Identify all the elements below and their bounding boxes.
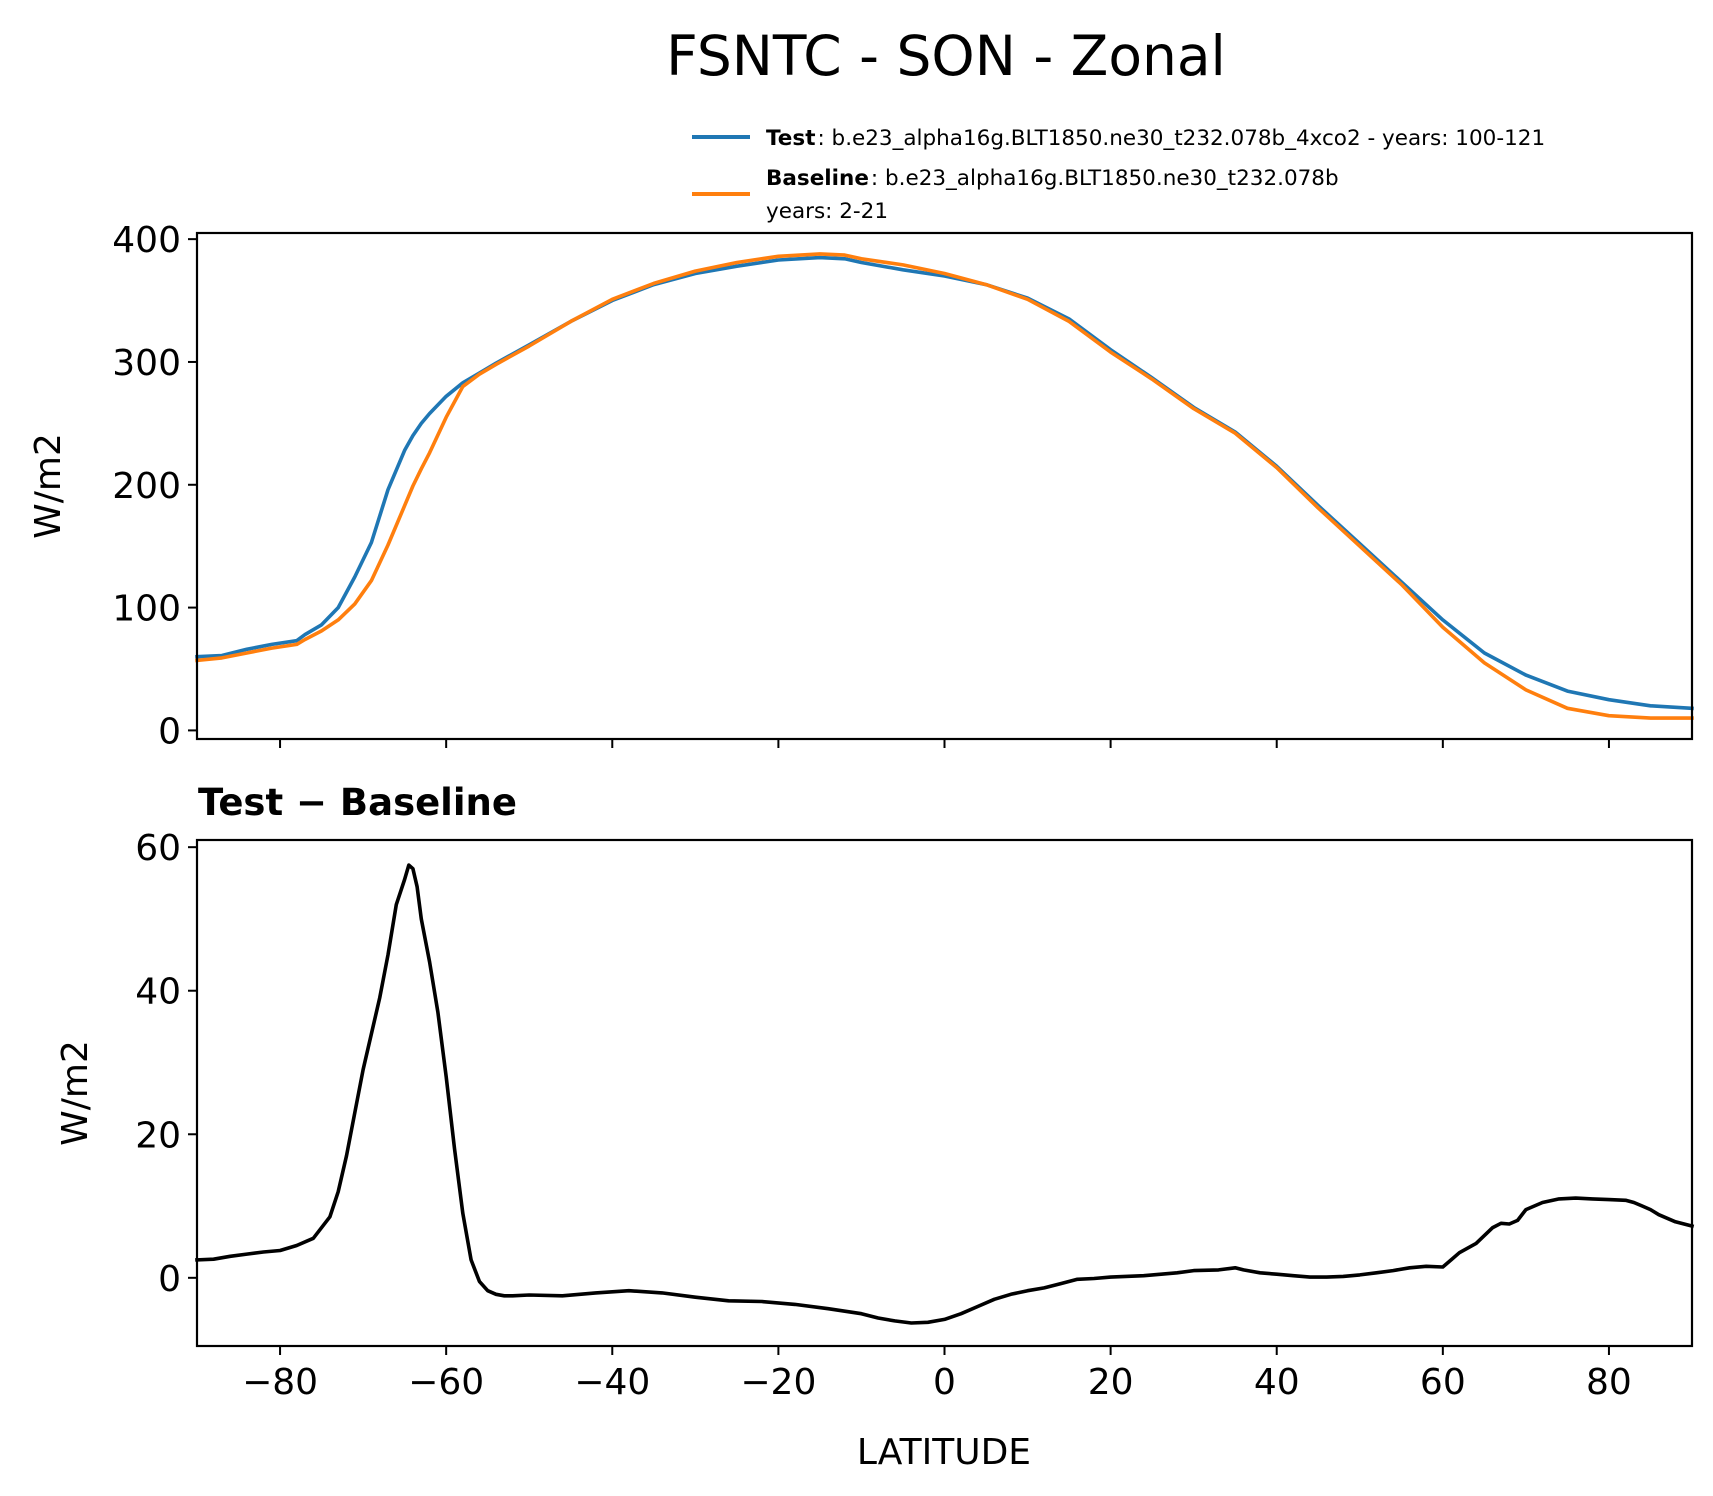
legend-baseline-entry: Baseline: b.e23_alpha16g.BLT1850.ne30_t2… [766,166,1339,191]
top-series-line-test [195,255,1694,711]
x-tick-label: 80 [1586,1362,1632,1403]
bottom-y-tick-label: 20 [135,1115,181,1156]
top-y-tick-label: 200 [112,466,181,507]
x-tick-label: −40 [574,1362,650,1403]
x-tick-label: 20 [1088,1362,1134,1403]
bottom-y-tick-label: 0 [158,1259,181,1300]
legend-baseline-years: years: 2-21 [766,199,888,224]
diff-title: Test − Baseline [198,781,517,824]
legend-baseline-desc: : b.e23_alpha16g.BLT1850.ne30_t232.078b [871,166,1339,191]
bottom-panel: 0 20 40 60 −80 −60 −40 −20 0 20 40 60 80 W/m2 LATIT… [55,828,1695,1473]
x-tick-label: 60 [1420,1362,1466,1403]
x-axis-label: LATITUDE [857,1432,1031,1473]
x-tick-label: −20 [740,1362,816,1403]
top-panel: 0 100 200 300 400 W/m2 [28,220,1694,752]
bottom-x-ticks: −80 −60 −40 −20 0 20 40 60 80 [242,1346,1632,1403]
top-y-ticks: 0 100 200 300 400 [112,220,197,752]
x-tick-label: 0 [933,1362,956,1403]
legend-test-desc: : b.e23_alpha16g.BLT1850.ne30_t232.078b_… [817,126,1545,151]
x-tick-label: 40 [1254,1362,1300,1403]
bottom-y-tick-label: 60 [135,828,181,869]
x-tick-label: −60 [408,1362,484,1403]
bottom-y-tick-label: 40 [135,972,181,1013]
legend-baseline-name: Baseline [766,166,869,191]
top-y-tick-label: 100 [112,589,181,630]
top-series-line-baseline [195,252,1694,720]
bottom-y-ticks: 0 20 40 60 [135,828,197,1300]
bottom-series-line-test-baseline [195,863,1695,1325]
top-y-tick-label: 400 [112,220,181,261]
legend: Test: b.e23_alpha16g.BLT1850.ne30_t232.0… [692,126,1545,224]
top-y-tick-label: 300 [112,343,181,384]
top-series-group [195,252,1694,720]
legend-test-entry: Test: b.e23_alpha16g.BLT1850.ne30_t232.0… [766,126,1545,151]
bottom-series-group [195,863,1695,1325]
top-x-ticks [279,739,1610,748]
legend-test-name: Test [766,126,815,151]
x-tick-label: −80 [242,1362,318,1403]
figure-title: FSNTC - SON - Zonal [666,24,1226,88]
bottom-y-axis-label: W/m2 [55,1040,96,1146]
top-y-tick-label: 0 [158,711,181,752]
top-y-axis-label: W/m2 [28,433,69,539]
